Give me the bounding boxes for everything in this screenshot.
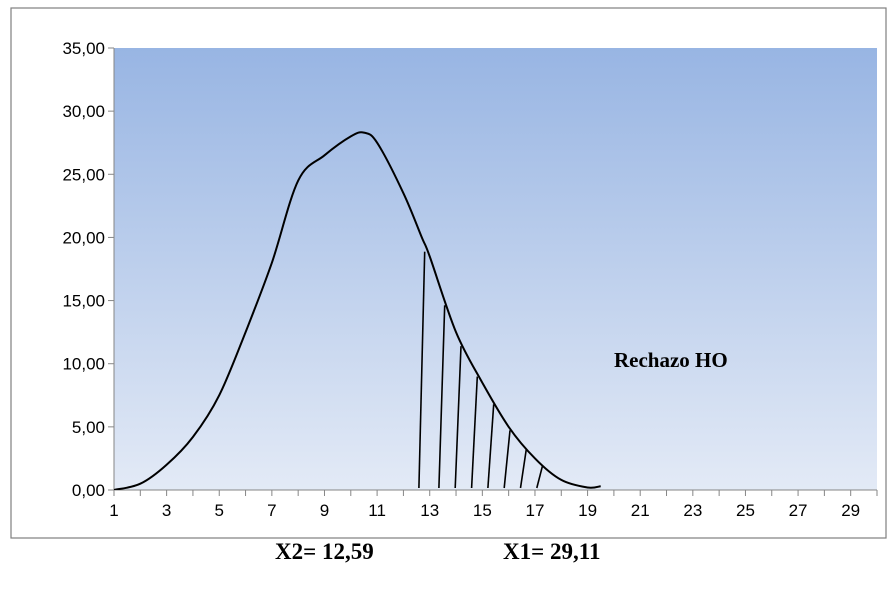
hatch-line (536, 465, 544, 489)
hatch-line (487, 404, 495, 489)
x-tick-label: 27 (789, 501, 808, 520)
x-tick-label: 17 (526, 501, 545, 520)
rejection-region (418, 251, 544, 489)
x-tick-label: 13 (420, 501, 439, 520)
critical-value-x1: X1= 29,11 (503, 539, 601, 564)
x-tick-label: 29 (841, 501, 860, 520)
x-tick-label: 5 (215, 501, 224, 520)
y-tick-label: 10,00 (62, 355, 105, 374)
x-tick-label: 11 (368, 501, 386, 520)
x-tick-label: 9 (320, 501, 329, 520)
hatch-line (519, 449, 528, 489)
x-tick-label: 3 (162, 501, 171, 520)
y-tick-label: 20,00 (62, 228, 105, 247)
annotation-rechazo: Rechazo HO (614, 348, 728, 372)
x-tick-label: 19 (578, 501, 597, 520)
y-tick-label: 0,00 (72, 481, 105, 500)
x-tick-label: 23 (683, 501, 702, 520)
x-axis: 1 3 5 7 9 11 13 15 17 19 21 23 25 27 29 (109, 489, 878, 520)
hatch-line (438, 305, 446, 489)
x-tick-label: 21 (631, 501, 650, 520)
hatch-line (418, 251, 426, 489)
hatch-line (454, 346, 462, 489)
x-tick-label: 15 (473, 501, 492, 520)
y-tick-label: 15,00 (62, 292, 105, 311)
x-tick-label: 1 (109, 501, 118, 520)
y-tick-label: 30,00 (62, 102, 105, 121)
y-axis: 0,00 5,00 10,00 15,00 20,00 25,00 30,00 35,00 (62, 39, 115, 500)
y-tick-label: 5,00 (72, 418, 105, 437)
y-tick-label: 35,00 (62, 39, 105, 58)
x-tick-label: 25 (736, 501, 755, 520)
y-tick-label: 25,00 (62, 165, 105, 184)
plot-area (114, 48, 877, 490)
series-layer (114, 131, 601, 490)
hatch-line (470, 376, 479, 489)
hatch-line (503, 430, 511, 489)
critical-value-x2: X2= 12,59 (275, 539, 374, 564)
distribution-curve (114, 131, 601, 490)
x-tick-label: 7 (267, 501, 276, 520)
